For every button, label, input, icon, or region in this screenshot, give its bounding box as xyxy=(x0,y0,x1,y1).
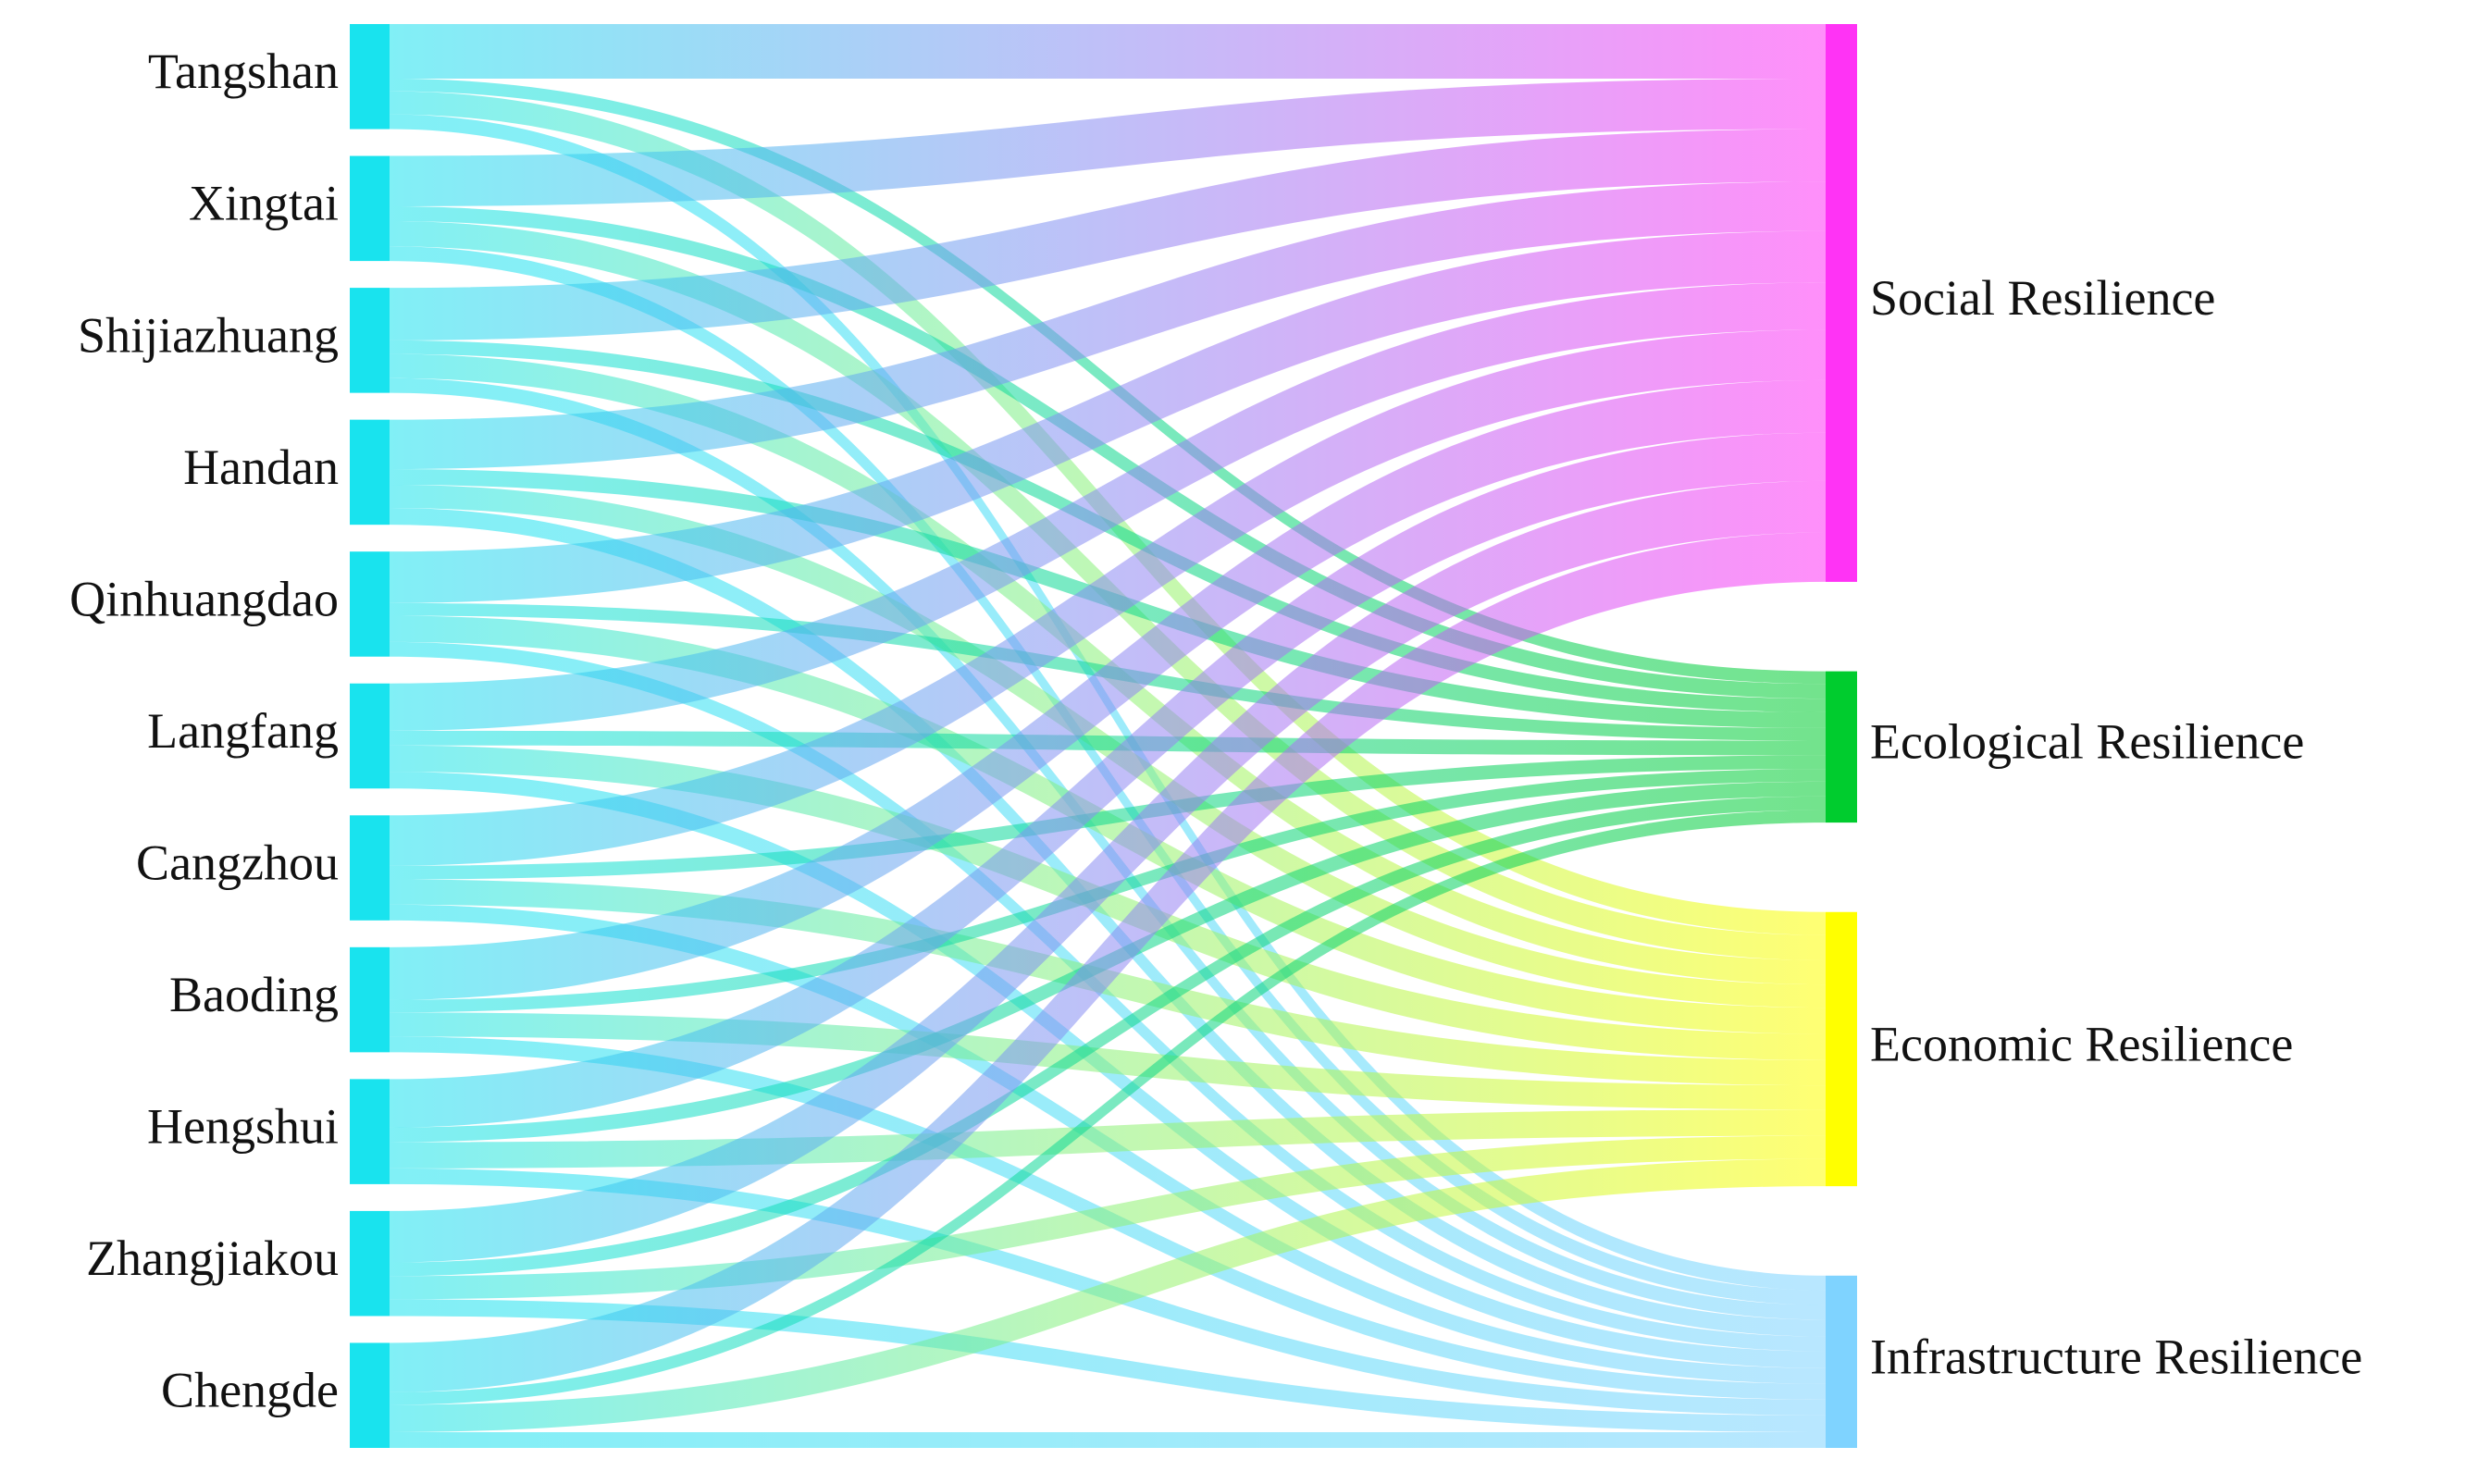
flow-link xyxy=(390,480,1826,1263)
source-label: Xingtai xyxy=(189,176,339,231)
flow-link xyxy=(390,79,1826,207)
source-node xyxy=(350,1210,390,1317)
target-label: Economic Resilience xyxy=(1870,1016,2293,1071)
target-node xyxy=(1826,24,1857,582)
flow-link xyxy=(390,641,1826,1352)
source-node xyxy=(350,551,390,657)
target-label: Infrastructure Resilience xyxy=(1870,1329,2362,1384)
flow-link xyxy=(390,745,1826,1060)
flow-link xyxy=(390,1431,1826,1448)
links xyxy=(390,24,1826,1448)
flow-link xyxy=(390,810,1826,1405)
flow-link xyxy=(390,282,1826,731)
source-node xyxy=(350,946,390,1053)
flow-link xyxy=(390,615,1826,1034)
flow-link xyxy=(390,432,1826,1128)
source-label: Tangshan xyxy=(148,43,339,99)
flow-link xyxy=(390,1158,1826,1432)
source-label: Zhangjiakou xyxy=(86,1230,339,1286)
source-node xyxy=(350,683,390,789)
flow-link xyxy=(390,730,1826,756)
target-label: Social Resilience xyxy=(1870,270,2215,326)
flow-link xyxy=(390,206,1826,699)
flow-link xyxy=(390,230,1826,603)
nodes: Tangshan Xingtai Shijiazhuang Handan Qinhuan… xyxy=(69,24,2362,1448)
source-node xyxy=(350,815,390,921)
source-label: Hengshui xyxy=(147,1099,339,1155)
target-node xyxy=(1826,1275,1857,1448)
target-label: Ecological Resilience xyxy=(1870,714,2304,770)
flow-link xyxy=(390,755,1826,880)
flow-link xyxy=(390,532,1826,1392)
source-label: Baoding xyxy=(169,967,339,1022)
source-node xyxy=(350,155,390,262)
source-label: Langfang xyxy=(147,703,339,759)
source-node xyxy=(350,1079,390,1184)
source-label: Shijiazhuang xyxy=(78,307,339,363)
flow-link xyxy=(390,329,1826,866)
source-node xyxy=(350,1342,390,1448)
target-node xyxy=(1826,911,1857,1187)
source-node xyxy=(350,24,390,130)
flow-link xyxy=(390,1299,1826,1432)
flow-link xyxy=(390,24,1826,80)
source-node xyxy=(350,419,390,526)
flow-link xyxy=(390,129,1826,340)
target-node xyxy=(1826,671,1857,823)
flow-link xyxy=(390,508,1826,1337)
source-label: Qinhuangdao xyxy=(69,571,339,626)
flow-link xyxy=(390,796,1826,1277)
source-label: Handan xyxy=(183,439,339,495)
flow-link xyxy=(390,181,1826,470)
flow-link xyxy=(390,1135,1826,1300)
source-label: Chengde xyxy=(161,1363,339,1418)
source-node xyxy=(350,288,390,393)
source-label: Cangzhou xyxy=(136,835,339,890)
flow-link xyxy=(390,79,1826,685)
flow-link xyxy=(390,379,1826,1000)
